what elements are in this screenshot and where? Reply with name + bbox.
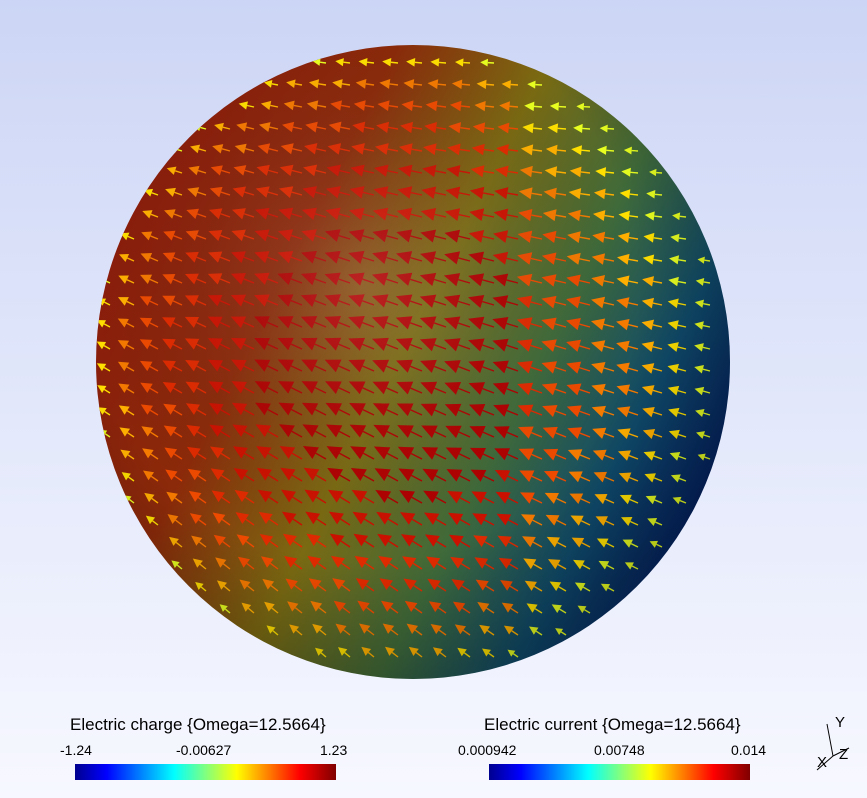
electric-current-max-label: 0.014	[731, 742, 767, 758]
axis-z-label: Z	[839, 746, 849, 763]
sphere-shading	[96, 45, 730, 679]
sphere-viewport[interactable]	[0, 0, 867, 700]
electric-current-colorbar	[489, 764, 750, 780]
electric-current-legend-title: Electric current {Omega=12.5664}	[484, 715, 741, 734]
orientation-axes-lines	[816, 723, 850, 771]
electric-charge-max-label: 1.23	[320, 742, 348, 758]
axis-y-label: Y	[835, 714, 846, 731]
axis-x-label: X	[817, 754, 828, 771]
electric-current-min-label: 0.000942	[458, 742, 517, 758]
current-arrow	[98, 277, 107, 284]
electric-charge-mid-label: -0.00627	[176, 742, 232, 758]
electric-charge-min-label: -1.24	[60, 742, 92, 758]
orientation-axes: Y X Z	[805, 712, 865, 782]
electric-charge-colorbar	[75, 764, 336, 780]
electric-charge-legend-title: Electric charge {Omega=12.5664}	[70, 715, 326, 734]
electric-current-mid-label: 0.00748	[594, 742, 645, 758]
